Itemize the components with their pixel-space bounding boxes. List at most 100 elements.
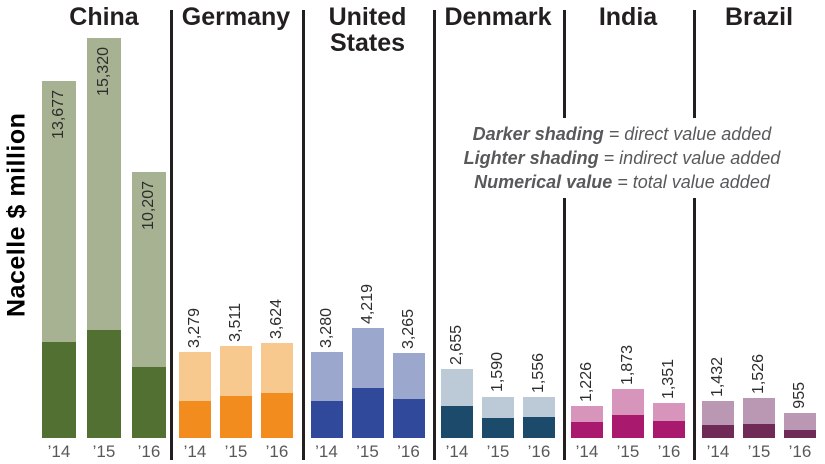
year-label: ’14 (315, 442, 338, 461)
bar-slot: 1,226 ’14 (571, 361, 603, 461)
bar-value-label: 2,655 (448, 324, 465, 365)
stacked-bar (42, 80, 76, 438)
year-label: ’14 (183, 442, 207, 461)
country-title: Germany (181, 3, 291, 31)
direct-segment (612, 415, 644, 438)
stacked-bar (351, 327, 384, 438)
direct-segment (310, 400, 343, 438)
year-label: ’16 (397, 442, 420, 461)
column-germany: Germany 3,279 ’14 3,511 ’15 3,624 ’16 (170, 0, 302, 464)
direct-segment (42, 341, 76, 438)
stacked-bar (441, 368, 473, 438)
direct-segment (441, 406, 473, 438)
indirect-segment (482, 396, 514, 418)
bar-value-label: 1,556 (530, 353, 547, 394)
country-title: India (598, 3, 658, 31)
direct-segment (702, 424, 734, 438)
bar-slot: 3,511 ’15 (220, 303, 252, 461)
bar-slot: 1,556 ’16 (523, 353, 555, 461)
direct-segment (261, 393, 293, 438)
year-label: ’16 (265, 442, 289, 461)
year-label: ’15 (224, 442, 248, 461)
bar-value-label: 3,280 (317, 308, 335, 349)
direct-segment (784, 430, 816, 438)
legend-definition: = indirect value added (598, 148, 781, 168)
direct-segment (351, 388, 384, 438)
direct-segment (653, 421, 685, 438)
country-title: Brazil (724, 3, 794, 31)
bar-slot: 1,351 ’16 (653, 358, 685, 461)
bar-slot: 13,677 ’14 (42, 80, 76, 461)
legend: Darker shading = direct value added Ligh… (452, 118, 792, 198)
indirect-segment (351, 327, 384, 388)
bar-value-label: 1,526 (750, 354, 767, 395)
year-label: ’16 (788, 442, 812, 461)
stacked-bar (310, 352, 343, 438)
column-india: India 1,226 ’14 1,873 ’15 1,351 ’16 (563, 0, 693, 464)
direct-segment (179, 400, 211, 438)
bar-value-label: 3,511 (227, 303, 244, 343)
legend-line: Lighter shading = indirect value added (454, 146, 790, 170)
bar-group: 3,279 ’14 3,511 ’15 3,624 ’16 (170, 299, 302, 461)
bar-slot: 3,265 ’16 (392, 308, 425, 461)
bar-value-label: 1,351 (660, 358, 677, 399)
direct-segment (220, 396, 252, 438)
stacked-bar (87, 38, 121, 438)
indirect-segment (392, 352, 425, 399)
year-label: ’14 (575, 442, 599, 461)
stacked-bar (523, 397, 555, 438)
bar-group: 13,677 ’14 15,320 ’15 10,207 ’16 (38, 38, 170, 461)
indirect-segment (42, 80, 76, 342)
panel-divider (563, 10, 566, 460)
legend-definition: = total value added (612, 172, 770, 192)
bar-value-label: 4,219 (358, 283, 376, 324)
bar-group: 2,655 ’14 1,590 ’15 1,556 ’16 (433, 324, 563, 461)
indirect-segment (310, 352, 343, 401)
country-title: Denmark (444, 3, 552, 31)
stacked-bar (702, 400, 734, 438)
year-label: ’16 (657, 442, 681, 461)
indirect-segment (784, 413, 816, 430)
bar-slot: 1,432 ’14 (702, 357, 734, 461)
indirect-segment (261, 343, 293, 394)
bar-value-label: 1,590 (489, 352, 506, 393)
direct-segment (87, 329, 121, 438)
column-brazil: Brazil 1,432 ’14 1,526 ’15 955 ’16 (693, 0, 825, 464)
stacked-bar (392, 352, 425, 438)
bar-value-label: 13,677 (50, 89, 67, 139)
stacked-bar (482, 396, 514, 438)
bar-value-label: 10,207 (140, 180, 157, 230)
stacked-bar (179, 352, 211, 438)
bar-slot: 3,279 ’14 (179, 308, 211, 461)
bar-value-label: 3,624 (268, 299, 285, 340)
bar-group: 1,226 ’14 1,873 ’15 1,351 ’16 (563, 345, 693, 461)
legend-term: Lighter shading (463, 148, 599, 168)
year-label: ’14 (445, 442, 469, 461)
year-label: ’15 (92, 442, 116, 461)
bar-value-label: 3,265 (399, 308, 417, 349)
direct-segment (132, 367, 166, 438)
legend-definition: = direct value added (603, 124, 772, 144)
stacked-bar (612, 389, 644, 438)
bar-slot: 1,873 ’15 (612, 345, 644, 461)
panel-divider (302, 10, 305, 460)
bar-value-label: 1,873 (619, 345, 636, 386)
bar-slot: 3,280 ’14 (310, 308, 343, 461)
bar-group: 3,280 ’14 4,219 ’15 3,265 ’16 (302, 283, 433, 461)
country-title: United States (328, 3, 407, 58)
year-label: ’15 (486, 442, 510, 461)
column-china: China 13,677 ’14 15,320 ’15 10,207 ’16 (0, 0, 170, 464)
direct-segment (523, 417, 555, 438)
bar-slot: 3,624 ’16 (261, 299, 293, 461)
bar-value-label: 3,279 (186, 308, 203, 349)
stacked-bar (132, 171, 166, 438)
year-label: ’15 (616, 442, 640, 461)
indirect-segment (571, 406, 603, 422)
indirect-segment (179, 352, 211, 401)
legend-line: Numerical value = total value added (454, 170, 790, 194)
direct-segment (743, 424, 775, 438)
y-axis-label: Nacelle $ million (2, 112, 31, 318)
bar-slot: 955 ’16 (784, 382, 816, 461)
bar-value-label: 1,226 (578, 361, 595, 402)
